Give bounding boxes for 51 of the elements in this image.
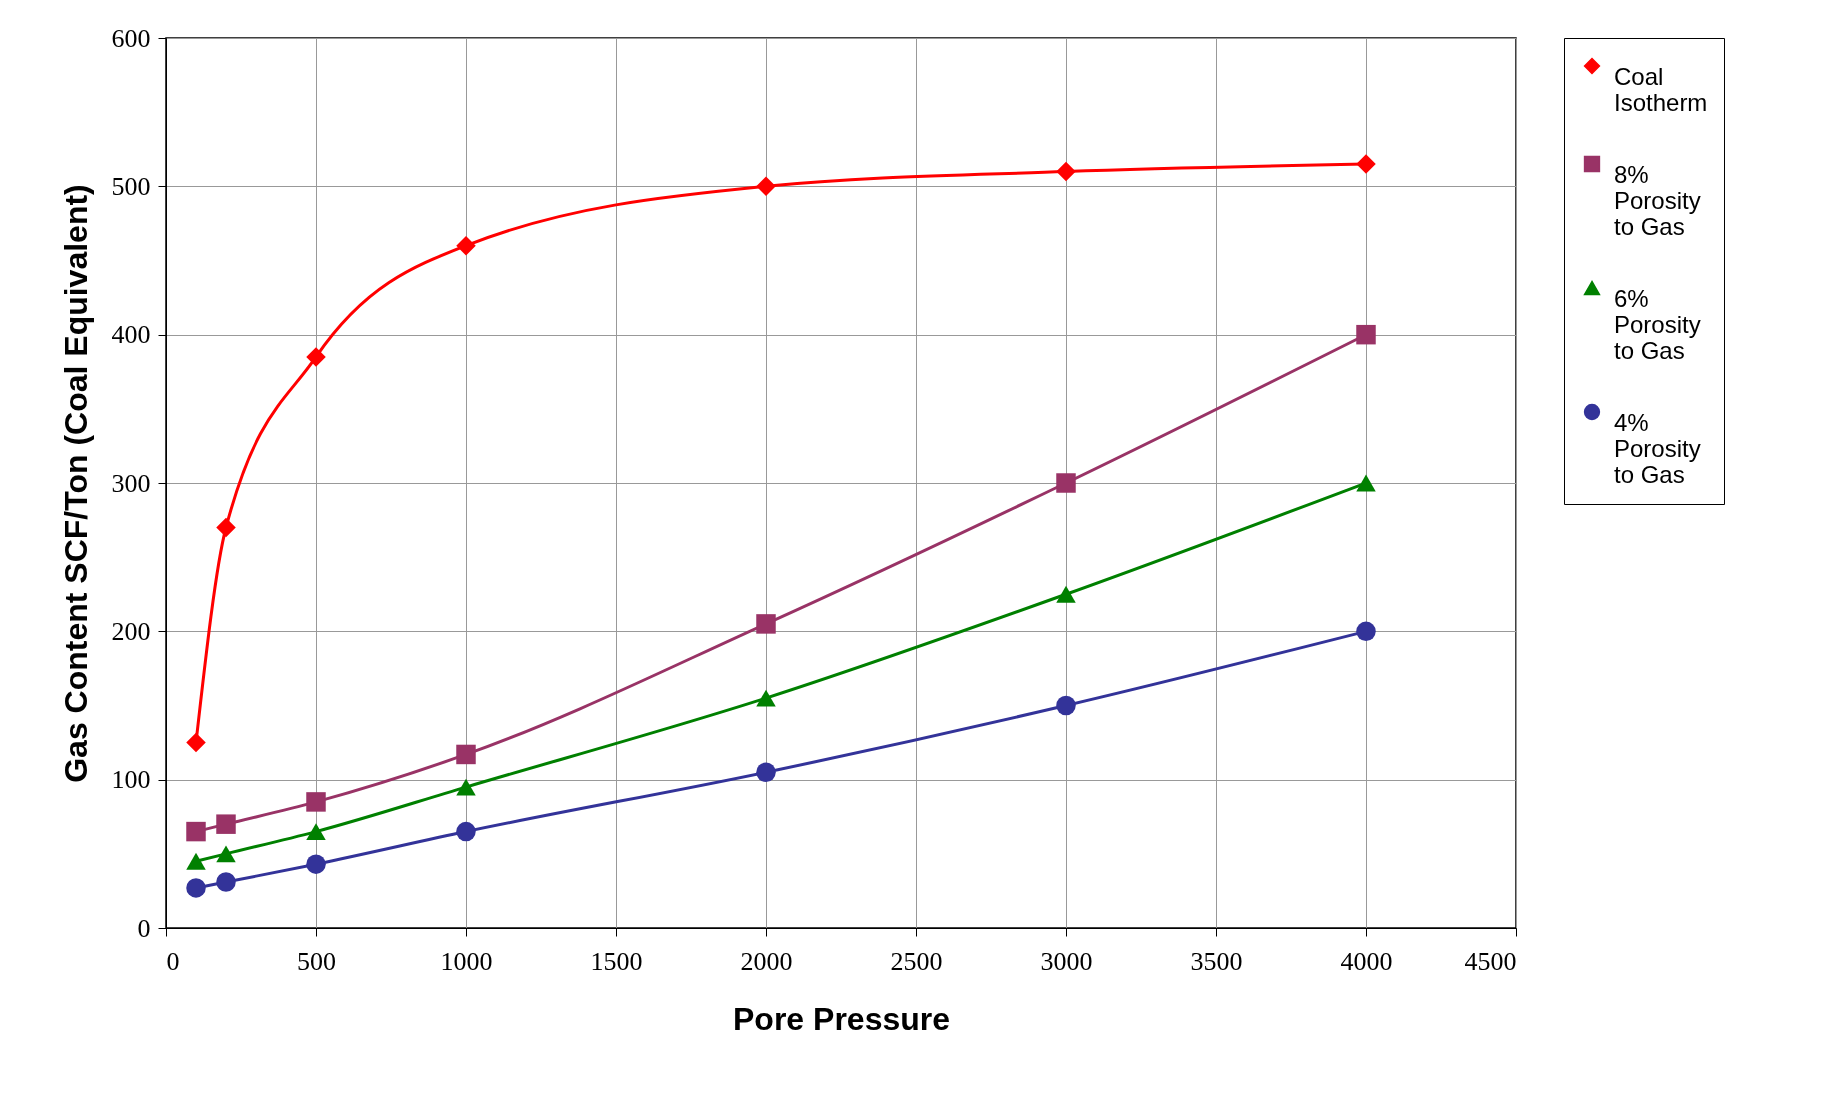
point [216,845,236,863]
x-tick-label: 4500 [1464,946,1517,976]
point [756,614,776,634]
point [1056,473,1076,493]
point [1056,695,1076,716]
legend-label: 8% Porosity to Gas [1614,161,1701,240]
y-tick-label: 100 [111,765,151,795]
x-tick-label: 3000 [1040,946,1093,976]
x-tick-label: 1500 [590,946,643,976]
x-tick-label: 1000 [440,946,493,976]
x-axis-title: Pore Pressure [732,1000,951,1037]
y-tick-label: 0 [137,913,151,943]
legend-label: 4% Porosity to Gas [1614,409,1701,488]
y-tick-label: 600 [111,23,151,53]
y-axis-title: Gas Content SCF/Ton (Coal Equivalent) [57,184,94,783]
point [756,762,776,782]
point [186,852,206,870]
point [216,517,236,538]
x-tick-label: 3500 [1190,946,1243,976]
point [1056,585,1076,603]
y-tick-label: 400 [111,320,151,350]
x-tick-label: 2500 [890,946,943,976]
point [1356,324,1376,345]
x-tick-label: 0 [166,946,180,976]
point [306,823,326,841]
legend-label: 6% Porosity to Gas [1614,285,1701,364]
point [216,814,236,834]
point [456,235,476,256]
point [756,176,776,197]
x-tick-label: 500 [297,946,336,976]
point [756,689,776,707]
point [456,778,476,796]
point [186,878,206,898]
y-tick-label: 300 [111,468,151,498]
point [306,347,326,367]
x-tick-label: 4000 [1340,946,1393,976]
point [456,744,476,765]
y-tick-label: 500 [111,171,151,201]
x-tick-label: 2000 [740,946,793,976]
point [306,854,326,874]
point [1056,161,1076,182]
point [186,821,206,842]
legend-label: Coal Isotherm [1614,63,1708,116]
point [216,872,236,892]
point [1356,621,1376,642]
point [1356,474,1376,492]
point [1356,154,1376,174]
point [186,732,206,753]
y-tick-label: 200 [111,616,151,646]
point [306,792,326,812]
point [456,821,476,842]
